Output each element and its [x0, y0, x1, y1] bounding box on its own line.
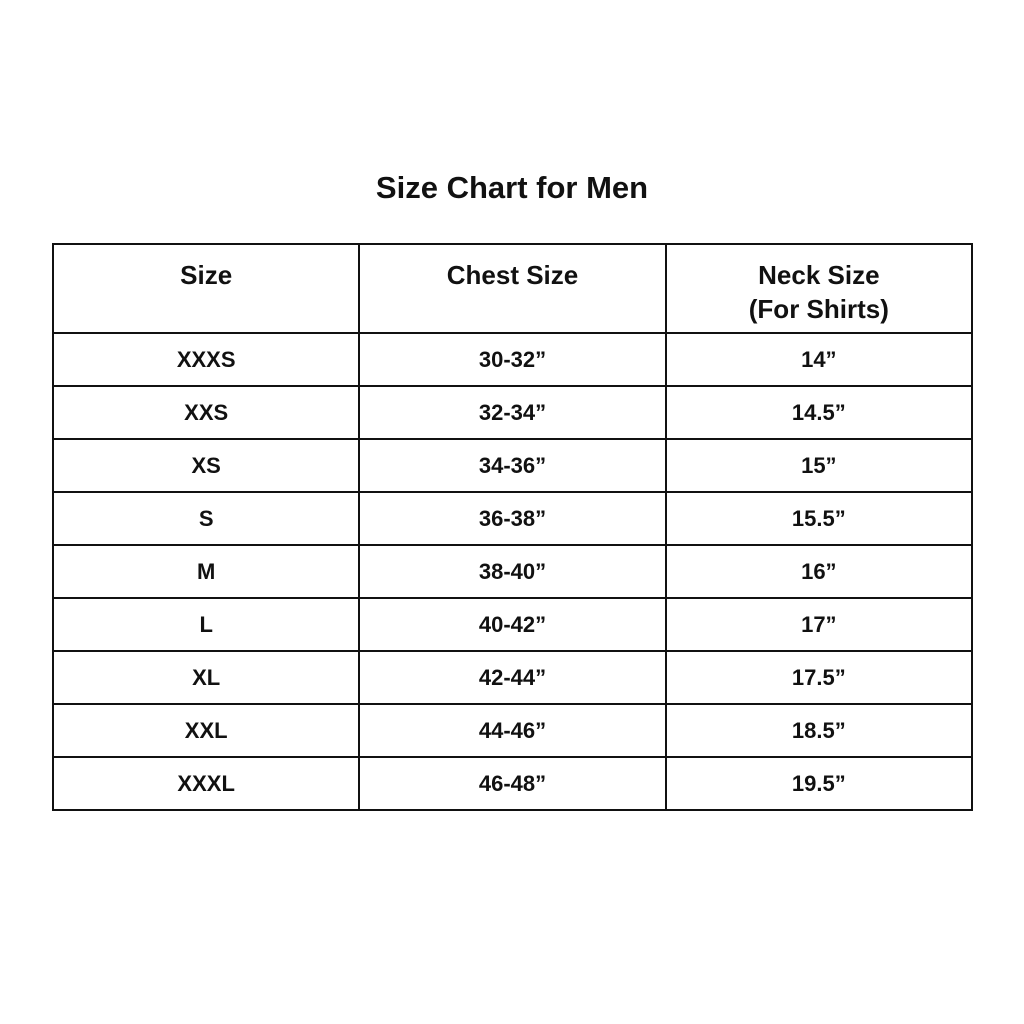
cell-chest: 44-46”: [358, 703, 667, 758]
header-neck: Neck Size (For Shirts): [664, 243, 974, 334]
table-row: S 36-38” 15.5”: [51, 491, 974, 546]
cell-size: XS: [51, 438, 361, 493]
table-row: XXXS 30-32” 14”: [51, 332, 974, 387]
cell-neck: 17.5”: [664, 650, 974, 705]
table-row: XXXL 46-48” 19.5”: [51, 756, 974, 811]
table-row: L 40-42” 17”: [51, 597, 974, 652]
table-row: XXL 44-46” 18.5”: [51, 703, 974, 758]
cell-chest: 32-34”: [358, 385, 667, 440]
cell-size: L: [51, 597, 361, 652]
header-chest: Chest Size: [358, 243, 667, 334]
table-row: XS 34-36” 15”: [51, 438, 974, 493]
cell-size: XXXS: [51, 332, 361, 387]
cell-chest: 36-38”: [358, 491, 667, 546]
header-size: Size: [51, 243, 361, 334]
cell-size: M: [51, 544, 361, 599]
table-row: M 38-40” 16”: [51, 544, 974, 599]
cell-neck: 14.5”: [664, 385, 974, 440]
size-chart-table: Size Chest Size Neck Size (For Shirts) X…: [51, 243, 974, 811]
cell-neck: 19.5”: [664, 756, 974, 811]
cell-size: XXS: [51, 385, 361, 440]
cell-neck: 15.5”: [664, 491, 974, 546]
cell-chest: 38-40”: [358, 544, 667, 599]
cell-chest: 40-42”: [358, 597, 667, 652]
header-neck-sub: (For Shirts): [748, 294, 889, 324]
cell-size: XL: [51, 650, 361, 705]
cell-chest: 34-36”: [358, 438, 667, 493]
cell-size: XXXL: [51, 756, 361, 811]
header-neck-label: Neck Size: [758, 260, 880, 290]
cell-size: S: [51, 491, 361, 546]
cell-chest: 42-44”: [358, 650, 667, 705]
cell-neck: 15”: [664, 438, 974, 493]
cell-neck: 14”: [664, 332, 974, 387]
cell-chest: 30-32”: [358, 332, 667, 387]
cell-chest: 46-48”: [358, 756, 667, 811]
cell-neck: 16”: [664, 544, 974, 599]
header-row: Size Chest Size Neck Size (For Shirts): [51, 243, 974, 334]
cell-neck: 17”: [664, 597, 974, 652]
table-row: XXS 32-34” 14.5”: [51, 385, 974, 440]
cell-size: XXL: [51, 703, 361, 758]
table-row: XL 42-44” 17.5”: [51, 650, 974, 705]
page-title: Size Chart for Men: [375, 170, 649, 205]
cell-neck: 18.5”: [664, 703, 974, 758]
